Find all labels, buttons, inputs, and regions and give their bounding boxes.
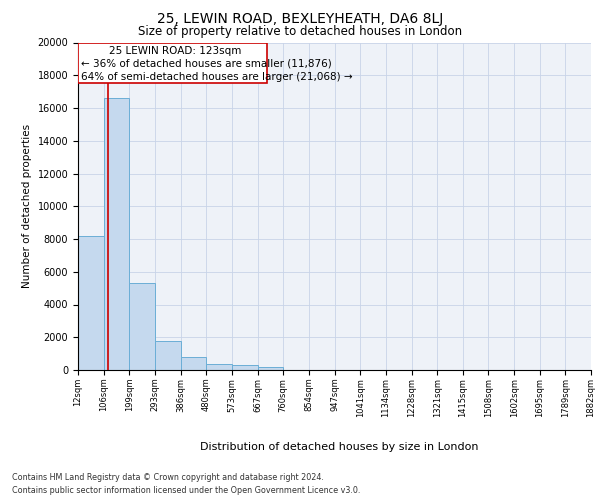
Y-axis label: Number of detached properties: Number of detached properties xyxy=(22,124,32,288)
Text: 25, LEWIN ROAD, BEXLEYHEATH, DA6 8LJ: 25, LEWIN ROAD, BEXLEYHEATH, DA6 8LJ xyxy=(157,12,443,26)
Bar xyxy=(181,357,206,370)
Bar xyxy=(206,364,232,370)
Bar xyxy=(78,236,104,370)
Text: 64% of semi-detached houses are larger (21,068) →: 64% of semi-detached houses are larger (… xyxy=(81,72,352,82)
Bar xyxy=(130,283,155,370)
Bar xyxy=(104,98,130,370)
Text: Size of property relative to detached houses in London: Size of property relative to detached ho… xyxy=(138,25,462,38)
Text: Contains HM Land Registry data © Crown copyright and database right 2024.: Contains HM Land Registry data © Crown c… xyxy=(12,472,324,482)
Bar xyxy=(232,365,257,370)
Text: 25 LEWIN ROAD: 123sqm: 25 LEWIN ROAD: 123sqm xyxy=(109,46,241,56)
Text: Contains public sector information licensed under the Open Government Licence v3: Contains public sector information licen… xyxy=(12,486,361,495)
Bar xyxy=(155,340,181,370)
Text: Distribution of detached houses by size in London: Distribution of detached houses by size … xyxy=(200,442,478,452)
Bar xyxy=(257,366,283,370)
Bar xyxy=(78,42,267,84)
Text: ← 36% of detached houses are smaller (11,876): ← 36% of detached houses are smaller (11… xyxy=(81,59,331,69)
